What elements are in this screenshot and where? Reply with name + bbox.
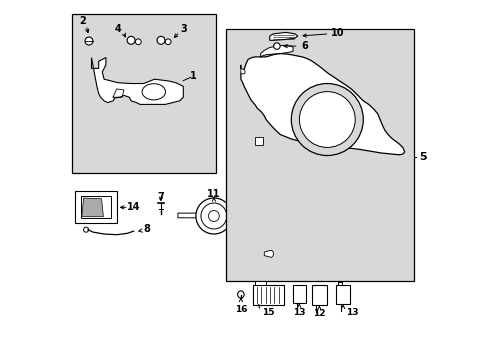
Polygon shape	[255, 137, 263, 145]
Polygon shape	[81, 198, 103, 217]
Ellipse shape	[291, 84, 363, 156]
Ellipse shape	[208, 211, 219, 221]
Ellipse shape	[83, 227, 88, 232]
Text: 13: 13	[293, 307, 305, 317]
Polygon shape	[178, 211, 201, 218]
Ellipse shape	[142, 84, 165, 100]
Ellipse shape	[196, 198, 231, 234]
Text: 1: 1	[190, 71, 196, 81]
Bar	[255, 281, 265, 285]
Polygon shape	[269, 32, 297, 40]
Text: 15: 15	[261, 307, 274, 317]
Text: 13: 13	[346, 307, 358, 317]
Ellipse shape	[273, 43, 280, 49]
Text: 6: 6	[301, 41, 308, 51]
Bar	[253, 285, 284, 305]
Bar	[226, 29, 413, 281]
Text: 3: 3	[180, 24, 187, 34]
Text: 16: 16	[234, 305, 246, 314]
Text: 12: 12	[312, 309, 325, 318]
Bar	[75, 191, 117, 223]
Polygon shape	[260, 45, 292, 58]
Polygon shape	[241, 65, 244, 74]
Bar	[72, 14, 215, 173]
Text: 8: 8	[143, 224, 150, 234]
Bar	[336, 285, 349, 304]
Text: 4: 4	[114, 24, 121, 34]
Ellipse shape	[299, 91, 354, 148]
Text: 14: 14	[127, 202, 141, 212]
Polygon shape	[264, 250, 273, 257]
Ellipse shape	[201, 203, 226, 229]
Text: 2: 2	[79, 16, 86, 26]
Text: 7: 7	[157, 192, 164, 202]
Ellipse shape	[135, 39, 141, 45]
Ellipse shape	[157, 36, 164, 44]
Text: 5: 5	[418, 152, 426, 162]
Text: 10: 10	[331, 28, 344, 38]
Bar	[311, 285, 326, 305]
Ellipse shape	[127, 36, 135, 44]
Text: 11: 11	[207, 189, 220, 199]
Bar	[81, 196, 111, 218]
Polygon shape	[241, 54, 404, 155]
Polygon shape	[91, 58, 183, 104]
Ellipse shape	[85, 37, 93, 45]
Ellipse shape	[237, 291, 244, 298]
Bar	[292, 285, 305, 303]
Ellipse shape	[165, 39, 171, 45]
